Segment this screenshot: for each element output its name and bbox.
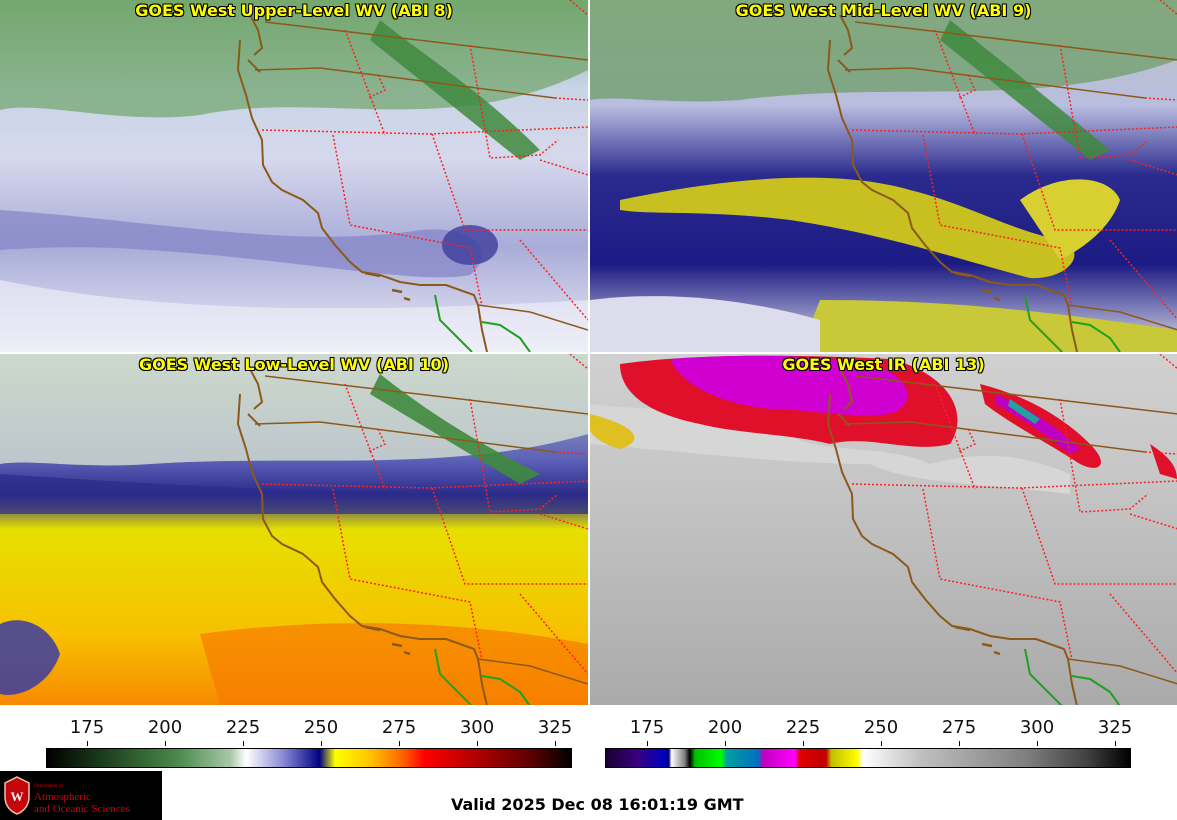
ir-colorbar [605, 748, 1131, 768]
panel-title: GOES West Mid-Level WV (ABI 9) [735, 1, 1032, 20]
panel-title: GOES West IR (ABI 13) [782, 355, 985, 374]
ir-colorbar-ticks: 175 200 225 250 275 300 325 [590, 717, 1177, 741]
panel-title: GOES West Upper-Level WV (ABI 8) [135, 1, 453, 20]
valid-time: Valid 2025 Dec 08 16:01:19 GMT [451, 795, 744, 814]
tick-label: 225 [785, 717, 821, 738]
wv-colorbar-ticks: 175 200 225 250 275 300 325 [0, 717, 588, 741]
tick-label: 325 [1097, 717, 1133, 738]
tick-label: 225 [225, 717, 261, 738]
ir-image [590, 354, 1177, 705]
svg-text:W: W [11, 789, 24, 804]
panel-upper-level-wv: GOES West Upper-Level WV (ABI 8) [0, 0, 588, 352]
aos-logo: W Department of Atmospheric and Oceanic … [0, 771, 162, 820]
low-level-wv-image [0, 354, 588, 705]
tick-label: 275 [941, 717, 977, 738]
logo-line-oceanic: and Oceanic Sciences [34, 803, 130, 815]
logo-department: Department of [34, 784, 64, 789]
logo-line-atmospheric: Atmospheric [34, 791, 91, 803]
logo-title: Atmospheric and Oceanic Sciences [34, 791, 130, 815]
panel-low-level-wv: GOES West Low-Level WV (ABI 10) [0, 354, 588, 705]
tick-label: 275 [381, 717, 417, 738]
tick-label: 300 [1019, 717, 1055, 738]
tick-label: 200 [147, 717, 183, 738]
mid-level-wv-image [590, 0, 1177, 352]
tick-label: 200 [707, 717, 743, 738]
panel-title: GOES West Low-Level WV (ABI 10) [138, 355, 449, 374]
tick-label: 325 [537, 717, 573, 738]
tick-label: 250 [863, 717, 899, 738]
tick-label: 300 [459, 717, 495, 738]
uw-crest-icon: W [4, 776, 30, 815]
tick-label: 175 [629, 717, 665, 738]
panel-ir: GOES West IR (ABI 13) [590, 354, 1177, 705]
wv-colorbar [46, 748, 572, 768]
panel-mid-level-wv: GOES West Mid-Level WV (ABI 9) [590, 0, 1177, 352]
tick-label: 250 [303, 717, 339, 738]
upper-level-wv-image [0, 0, 588, 352]
tick-label: 175 [69, 717, 105, 738]
